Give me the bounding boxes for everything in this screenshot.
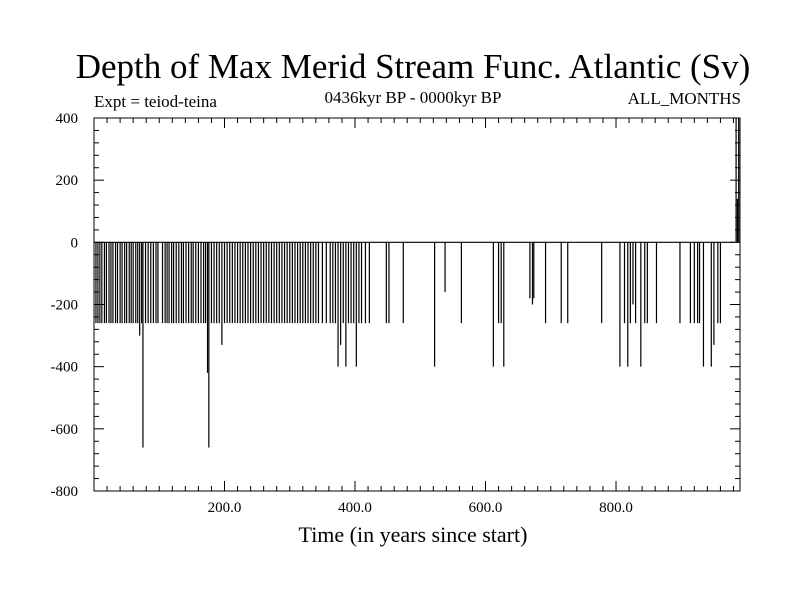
- x-tick-label: 200.0: [208, 500, 242, 516]
- y-tick-label: 200: [56, 173, 79, 189]
- y-tick-label: -200: [51, 298, 79, 314]
- y-tick-label: 0: [71, 235, 79, 251]
- x-tick-label: 400.0: [338, 500, 372, 516]
- x-axis-title: Time (in years since start): [299, 522, 528, 547]
- x-tick-label: 600.0: [469, 500, 503, 516]
- period-label: ALL_MONTHS: [628, 89, 741, 108]
- x-tick-label: 800.0: [599, 500, 633, 516]
- y-tick-label: -400: [51, 360, 79, 376]
- y-tick-label: -600: [51, 422, 79, 438]
- y-tick-label: 400: [56, 111, 79, 127]
- y-tick-label: -800: [51, 484, 79, 500]
- chart-title: Depth of Max Merid Stream Func. Atlantic…: [76, 47, 751, 86]
- chart-subtitle: 0436kyr BP - 0000kyr BP: [325, 88, 502, 107]
- experiment-label: Expt = teiod-teina: [94, 92, 217, 111]
